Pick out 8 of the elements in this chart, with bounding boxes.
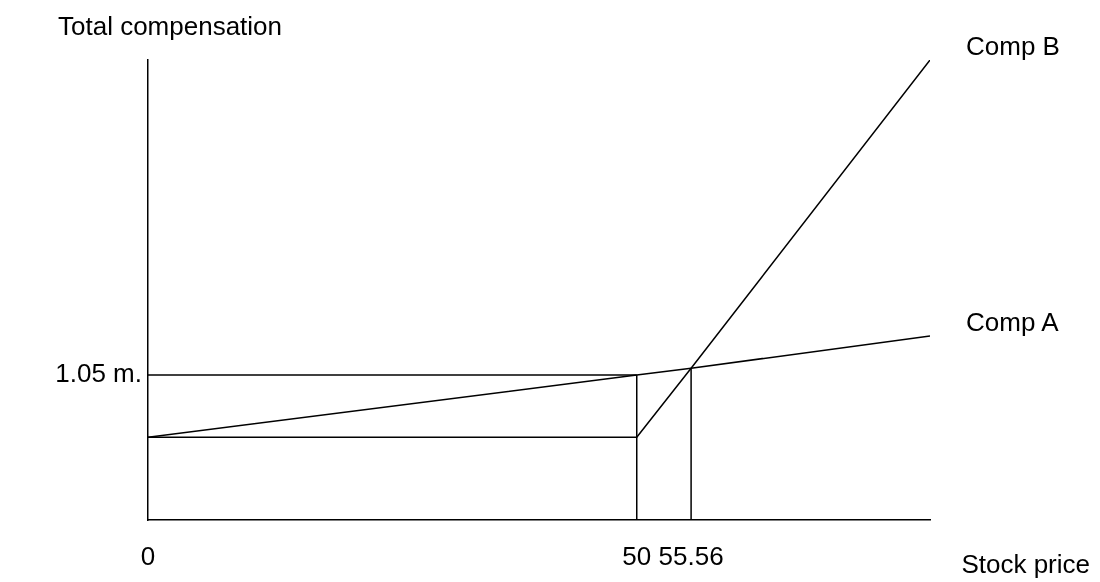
annotation: 1.05 m. [55,358,142,389]
series-label: Comp B [966,31,1060,62]
x-tick-label: 0 [140,540,156,571]
x-axis-title: Stock price [961,549,1090,580]
x-tick-label: 55.56 [658,540,724,571]
series-label: Comp A [966,307,1060,338]
y-axis-title: Total compensation [58,11,283,42]
x-tick-label: 50 [622,540,652,571]
